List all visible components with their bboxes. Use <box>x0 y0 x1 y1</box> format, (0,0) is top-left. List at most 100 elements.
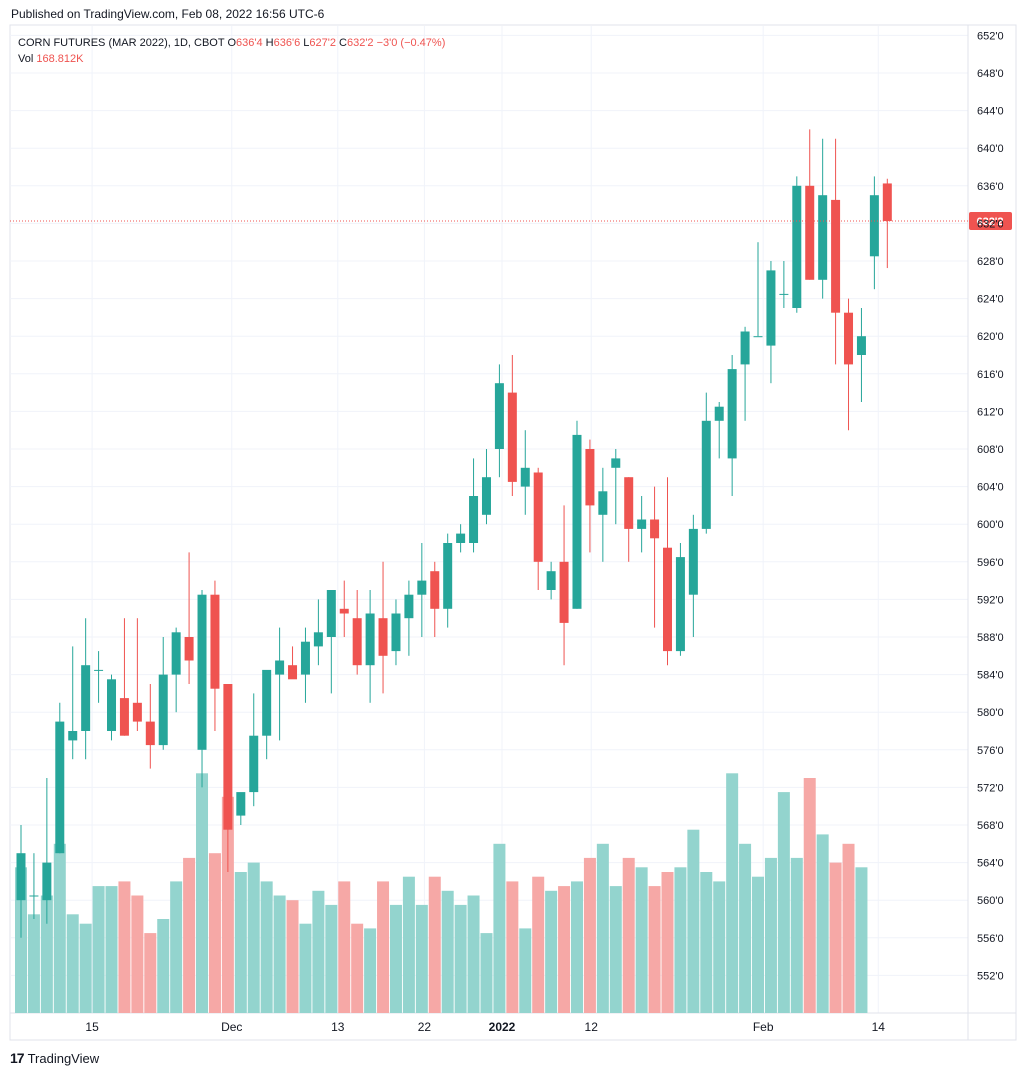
candle[interactable] <box>210 580 220 731</box>
candle[interactable] <box>792 176 802 313</box>
candle-body[interactable] <box>831 199 841 313</box>
candle[interactable] <box>197 590 207 788</box>
last-price-badge[interactable] <box>969 212 1012 231</box>
candle-body[interactable] <box>404 594 414 619</box>
candle[interactable] <box>313 599 323 666</box>
candle[interactable] <box>701 392 711 534</box>
candle[interactable] <box>378 561 388 694</box>
candle[interactable] <box>352 590 362 675</box>
candle-body[interactable] <box>469 496 479 543</box>
candle-body[interactable] <box>275 660 285 675</box>
candle-body[interactable] <box>650 519 660 539</box>
candle-body[interactable] <box>494 383 504 449</box>
candle-body[interactable] <box>352 618 362 666</box>
candle-body[interactable] <box>391 613 401 652</box>
candle[interactable] <box>119 618 129 736</box>
candle[interactable] <box>688 514 698 637</box>
candle[interactable] <box>585 439 595 553</box>
candle-body[interactable] <box>68 731 78 741</box>
candle[interactable] <box>16 825 26 938</box>
candle-body[interactable] <box>792 185 802 308</box>
candle-body[interactable] <box>29 895 39 897</box>
candle-body[interactable] <box>81 665 91 731</box>
candle[interactable] <box>171 627 181 713</box>
candle[interactable] <box>844 298 854 431</box>
candle-body[interactable] <box>326 590 336 637</box>
candle-body[interactable] <box>688 528 698 595</box>
candle-body[interactable] <box>585 449 595 506</box>
price-axis[interactable]: 552'0 556'0 560'0 564'0 568'0 572'0 576'0 580'0… <box>977 30 1004 982</box>
candle-body[interactable] <box>210 594 220 689</box>
candle-body[interactable] <box>753 336 763 338</box>
candle[interactable] <box>663 477 672 666</box>
candle-body[interactable] <box>805 185 815 280</box>
candle-body[interactable] <box>856 336 866 355</box>
candle-body[interactable] <box>766 270 776 346</box>
candle[interactable] <box>869 176 879 290</box>
candle-body[interactable] <box>16 853 26 901</box>
candle[interactable] <box>145 684 155 769</box>
candle-body[interactable] <box>94 669 104 671</box>
candle-body[interactable] <box>546 571 556 590</box>
candle-body[interactable] <box>171 632 181 675</box>
candle[interactable] <box>42 778 52 924</box>
candle[interactable] <box>417 543 427 637</box>
candle-body[interactable] <box>727 369 737 459</box>
candle[interactable] <box>288 646 298 680</box>
candle-body[interactable] <box>740 331 750 365</box>
candle-body[interactable] <box>869 195 879 257</box>
candle[interactable] <box>404 580 414 656</box>
candle-body[interactable] <box>611 458 621 468</box>
candle-body[interactable] <box>818 195 828 280</box>
candle-body[interactable] <box>313 632 323 647</box>
candle[interactable] <box>624 477 634 562</box>
candle[interactable] <box>107 674 117 741</box>
candle[interactable] <box>753 242 763 338</box>
candle[interactable] <box>223 684 233 872</box>
candle-body[interactable] <box>572 434 582 609</box>
candle[interactable] <box>94 651 104 703</box>
candle[interactable] <box>481 449 491 525</box>
candle-body[interactable] <box>365 613 375 666</box>
candle[interactable] <box>300 627 310 703</box>
candle[interactable] <box>882 178 892 269</box>
candle-body[interactable] <box>236 792 246 816</box>
candle[interactable] <box>533 467 543 590</box>
candle[interactable] <box>818 138 828 299</box>
candle[interactable] <box>611 449 621 525</box>
candle[interactable] <box>430 561 440 637</box>
candle[interactable] <box>650 486 660 628</box>
candle-body[interactable] <box>223 684 233 830</box>
candle-body[interactable] <box>675 557 685 652</box>
candle[interactable] <box>81 618 91 760</box>
candle-body[interactable] <box>430 571 440 609</box>
candle[interactable] <box>520 430 530 515</box>
candle-body[interactable] <box>42 862 52 901</box>
candle-body[interactable] <box>481 477 491 515</box>
candle-body[interactable] <box>598 491 608 515</box>
candle[interactable] <box>766 261 776 384</box>
candle-body[interactable] <box>262 669 272 736</box>
candle-body[interactable] <box>184 637 194 661</box>
candle-body[interactable] <box>844 312 854 365</box>
candle[interactable] <box>507 355 517 496</box>
candle-body[interactable] <box>119 698 129 736</box>
candle-body[interactable] <box>339 608 349 614</box>
candle-body[interactable] <box>288 665 298 680</box>
candle-body[interactable] <box>559 561 569 623</box>
candle-body[interactable] <box>145 721 155 746</box>
candle-body[interactable] <box>443 543 453 609</box>
candle[interactable] <box>55 702 65 854</box>
candle[interactable] <box>391 599 401 666</box>
candle[interactable] <box>572 420 582 609</box>
candle[interactable] <box>714 402 724 459</box>
candle-body[interactable] <box>714 406 724 421</box>
candle-body[interactable] <box>107 679 117 731</box>
candle[interactable] <box>675 543 685 656</box>
candle[interactable] <box>326 590 336 694</box>
candle[interactable] <box>856 308 866 402</box>
candle[interactable] <box>236 792 246 825</box>
candle-body[interactable] <box>624 477 634 529</box>
